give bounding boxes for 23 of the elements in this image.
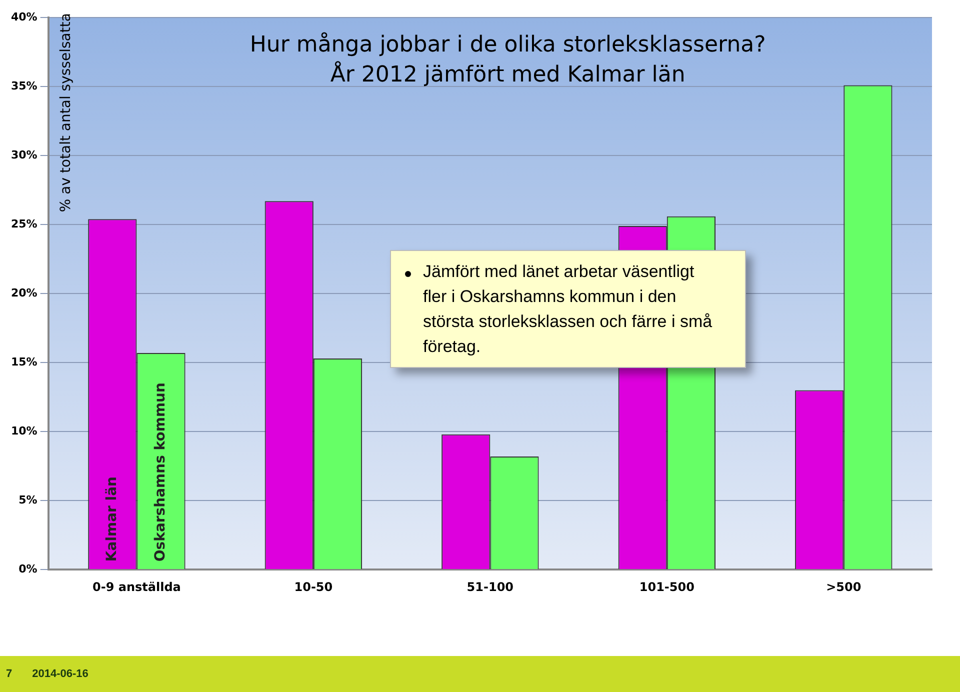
x-tick-label: 51-100 (466, 580, 514, 594)
y-tick-label: 30% (10, 148, 38, 162)
text: Hur många jobbar i de olika storleksklasserna? (250, 31, 766, 58)
x-tick-label: 0-9 anställda (92, 580, 181, 594)
y-tick-label: 20% (10, 286, 38, 300)
annotation: Jämfört med länet arbetar väsentligt fler i Oskarshamns kommun i den största storleksklassen och färre i små företag. (422, 261, 713, 358)
x-tick-label: >500 (826, 580, 862, 594)
y-tick-label: 0% (18, 562, 38, 576)
y-tick-label: 10% (10, 424, 38, 438)
series-label: Kalmar län (104, 476, 120, 562)
x-tick-label: 101-500 (639, 580, 694, 594)
text: 2014-06-16 (32, 668, 88, 680)
callout-box: Jämfört med länet arbetar väsentligt fler i Oskarshamns kommun i den största storleksklassen och färre i små företag. (390, 250, 746, 368)
y-tick-label: 15% (10, 355, 38, 368)
y-tick-label: 25% (10, 217, 38, 230)
text: År 2012 jämfört med Kalmar län (330, 60, 686, 88)
x-tick-label: 10-50 (294, 580, 333, 594)
y-tick-label: 35% (10, 79, 38, 92)
text: 7 (6, 668, 12, 680)
y-tick-label: 5% (18, 493, 38, 506)
series-label: Oskarshamns kommun (152, 382, 169, 562)
y-axis-title: % av totalt antal sysselsatta (58, 13, 74, 212)
y-tick-label: 40% (10, 10, 38, 24)
